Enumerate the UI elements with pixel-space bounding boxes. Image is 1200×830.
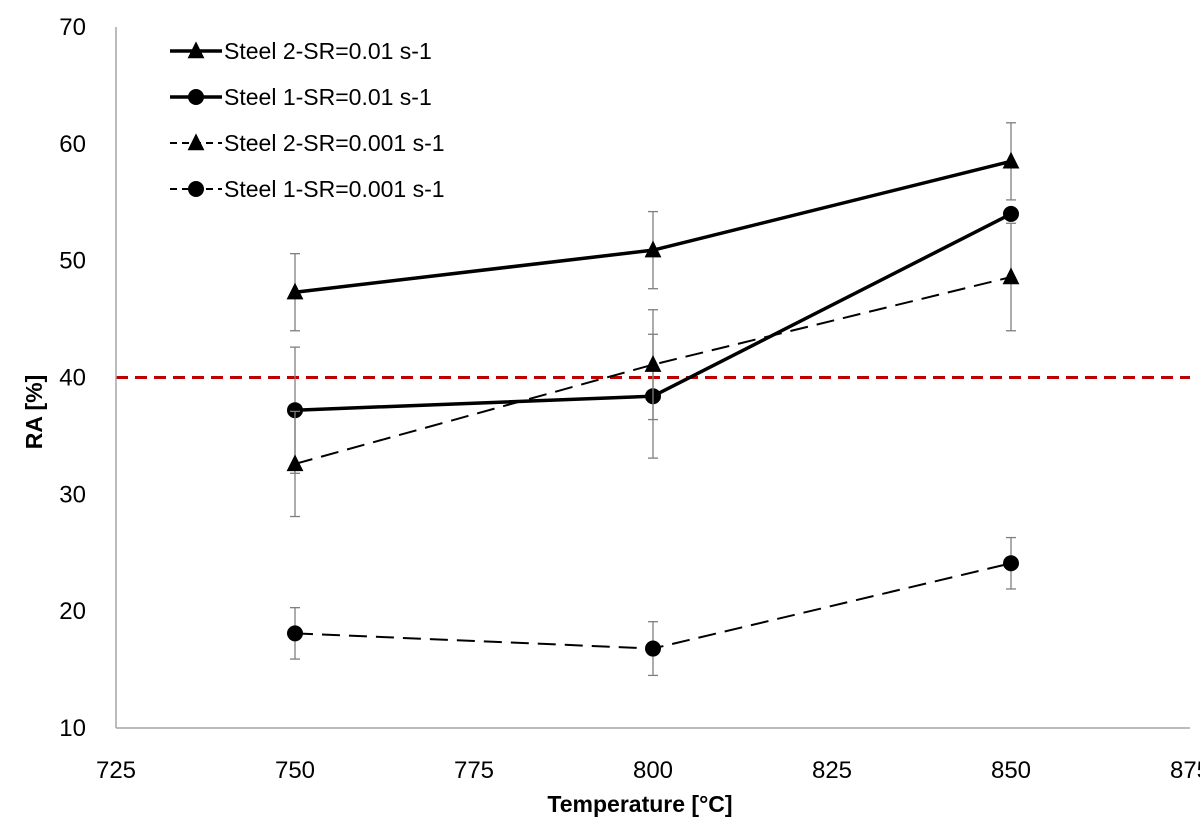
legend-label: Steel 2-SR=0.01 s-1: [224, 38, 432, 64]
y-tick-label: 40: [59, 365, 86, 392]
legend-label: Steel 1-SR=0.01 s-1: [224, 84, 432, 110]
data-point-triangle: [1002, 267, 1020, 285]
y-tick-label: 60: [59, 131, 86, 158]
series-1: [286, 122, 1020, 332]
data-point-triangle: [1002, 151, 1020, 169]
legend-label: Steel 1-SR=0.001 s-1: [224, 176, 445, 202]
x-tick-label: 875: [1170, 757, 1200, 784]
data-point-circle: [287, 402, 303, 419]
x-tick-label: 775: [454, 757, 494, 784]
data-point-circle: [188, 89, 204, 105]
series-layer: [286, 122, 1020, 677]
series-3: [286, 222, 1020, 518]
data-point-triangle: [286, 282, 304, 300]
data-point-circle: [287, 625, 303, 642]
data-point-triangle: [644, 240, 662, 258]
x-tick-label: 800: [633, 757, 673, 784]
series-4: [287, 536, 1019, 677]
data-point-triangle: [644, 355, 662, 372]
data-point-triangle: [187, 41, 205, 59]
x-axis-title: Temperature [°C]: [547, 791, 732, 817]
axes: 725 750 775 800 825 850 875 10 20 30 40 50 60 70: [59, 14, 1200, 784]
legend-entry-2: Steel 1-SR=0.01 s-1: [170, 84, 432, 110]
legend: Steel 2-SR=0.01 s-1 Steel 1-SR=0.01 s-1 St…: [170, 38, 445, 202]
series-line: [294, 276, 1012, 465]
y-tick-label: 50: [59, 248, 86, 275]
data-point-triangle: [286, 454, 304, 472]
y-tick-label: 70: [59, 14, 86, 41]
x-tick-label: 850: [991, 757, 1031, 784]
legend-entry-4: Steel 1-SR=0.001 s-1: [170, 176, 445, 202]
data-point-triangle: [187, 133, 205, 151]
x-tick-label: 750: [275, 757, 315, 784]
legend-label: Steel 2-SR=0.001 s-1: [224, 130, 445, 156]
legend-entry-1: Steel 2-SR=0.01 s-1: [170, 38, 432, 64]
data-point-circle: [188, 181, 204, 197]
y-axis-title: RA [%]: [21, 375, 47, 450]
y-tick-label: 20: [59, 598, 86, 625]
data-point-circle: [1003, 205, 1019, 222]
y-tick-label: 30: [59, 481, 86, 508]
x-tick-label: 725: [96, 757, 136, 784]
y-tick-label: 10: [59, 715, 86, 742]
legend-entry-3: Steel 2-SR=0.001 s-1: [170, 130, 445, 156]
x-tick-label: 825: [812, 757, 852, 784]
data-point-circle: [1003, 555, 1019, 572]
data-point-circle: [645, 640, 661, 657]
